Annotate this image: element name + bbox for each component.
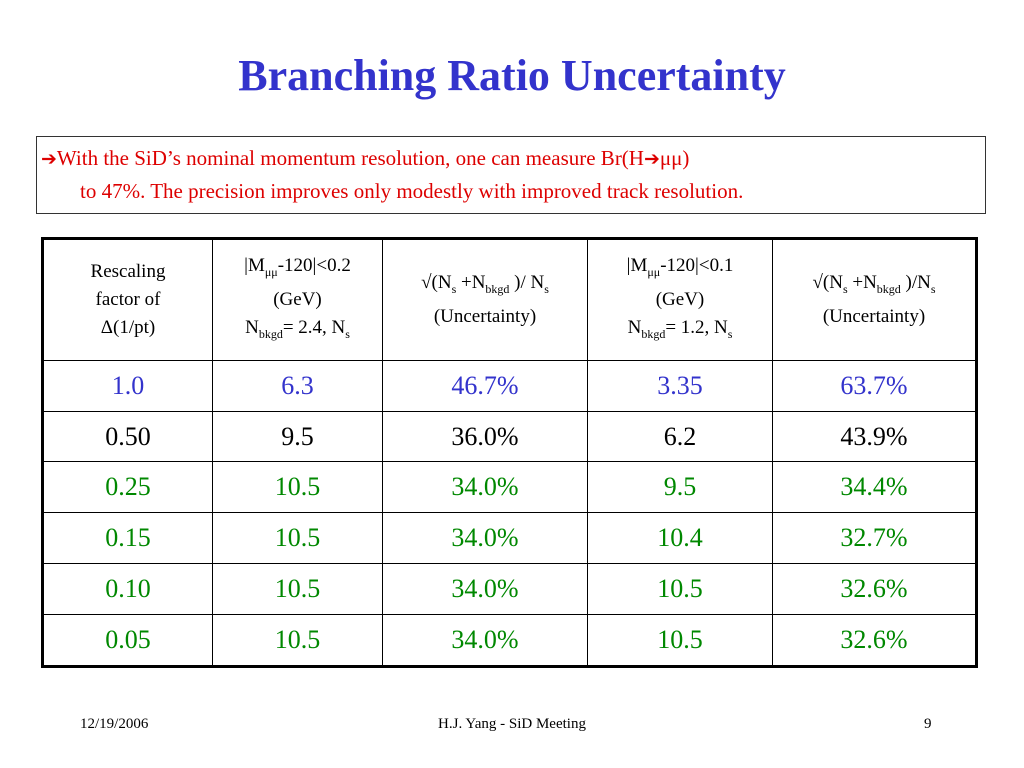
footer-date: 12/19/2006 <box>80 716 149 732</box>
summary-callout-box: ➔With the SiD’s nominal momentum resolut… <box>36 136 986 214</box>
table-cell: 46.7% <box>382 360 588 412</box>
table-cell: 34.0% <box>382 461 588 514</box>
header-mass-window-0-2: |Mμμ-120|<0.2 (GeV) Nbkgd= 2.4, Ns <box>212 238 383 361</box>
uncertainty-table: Rescaling factor of Δ(1/pt) |Mμμ-120|<0.… <box>41 237 978 668</box>
table-cell: 0.05 <box>42 613 213 668</box>
table-row: 0.15 10.5 34.0% 10.4 32.7% <box>42 512 977 564</box>
table-cell: 34.4% <box>772 461 977 514</box>
table-cell: 10.5 <box>212 512 383 564</box>
table-cell: 34.0% <box>382 613 588 668</box>
table-cell: 36.0% <box>382 410 588 463</box>
table-cell: 63.7% <box>772 360 977 412</box>
table-row: 0.25 10.5 34.0% 9.5 34.4% <box>42 461 977 514</box>
table-cell: 6.3 <box>212 360 383 412</box>
table-cell: 10.5 <box>212 613 383 668</box>
table-cell: 0.15 <box>42 512 213 564</box>
table-cell: 9.5 <box>587 461 773 514</box>
right-arrow-icon: ➔ <box>41 148 57 170</box>
table-cell: 10.5 <box>587 613 773 668</box>
table-cell: 1.0 <box>42 360 213 412</box>
callout-line-1: ➔With the SiD’s nominal momentum resolut… <box>41 146 689 171</box>
table-cell: 0.10 <box>42 562 213 615</box>
table-row: 0.05 10.5 34.0% 10.5 32.6% <box>42 613 977 668</box>
table-row: 0.10 10.5 34.0% 10.5 32.6% <box>42 562 977 615</box>
right-arrow-icon-inline: ➔ <box>643 148 660 170</box>
table-cell: 3.35 <box>587 360 773 412</box>
header-mass-window-0-1: |Mμμ-120|<0.1 (GeV) Nbkgd= 1.2, Ns <box>587 238 773 361</box>
table-cell: 10.5 <box>212 461 383 514</box>
callout-text-1-end: μμ) <box>659 146 690 170</box>
header-uncertainty-2: √(Ns +Nbkgd )/Ns (Uncertainty) <box>772 238 977 361</box>
footer-title: H.J. Yang - SiD Meeting <box>438 716 586 732</box>
table-cell: 10.5 <box>212 562 383 615</box>
table-cell: 34.0% <box>382 562 588 615</box>
callout-line-2: to 47%. The precision improves only mode… <box>80 179 744 203</box>
table-header-row: Rescaling factor of Δ(1/pt) |Mμμ-120|<0.… <box>42 238 977 361</box>
footer-page-number: 9 <box>924 716 932 732</box>
table-cell: 43.9% <box>772 410 977 463</box>
table-cell: 10.4 <box>587 512 773 564</box>
table-row: 0.50 9.5 36.0% 6.2 43.9% <box>42 410 977 463</box>
table-cell: 0.25 <box>42 461 213 514</box>
table-cell: 32.6% <box>772 613 977 668</box>
table-row: 1.0 6.3 46.7% 3.35 63.7% <box>42 360 977 412</box>
header-rescaling-factor: Rescaling factor of Δ(1/pt) <box>42 238 213 361</box>
slide-title: Branching Ratio Uncertainty <box>238 51 786 100</box>
table-cell: 34.0% <box>382 512 588 564</box>
header-uncertainty-1: √(Ns +Nbkgd )/ Ns (Uncertainty) <box>382 238 588 361</box>
table-cell: 6.2 <box>587 410 773 463</box>
table-cell: 10.5 <box>587 562 773 615</box>
table-cell: 9.5 <box>212 410 383 463</box>
table-cell: 32.7% <box>772 512 977 564</box>
table-cell: 32.6% <box>772 562 977 615</box>
callout-text-1: With the SiD’s nominal momentum resoluti… <box>56 146 644 170</box>
table-cell: 0.50 <box>42 410 213 463</box>
